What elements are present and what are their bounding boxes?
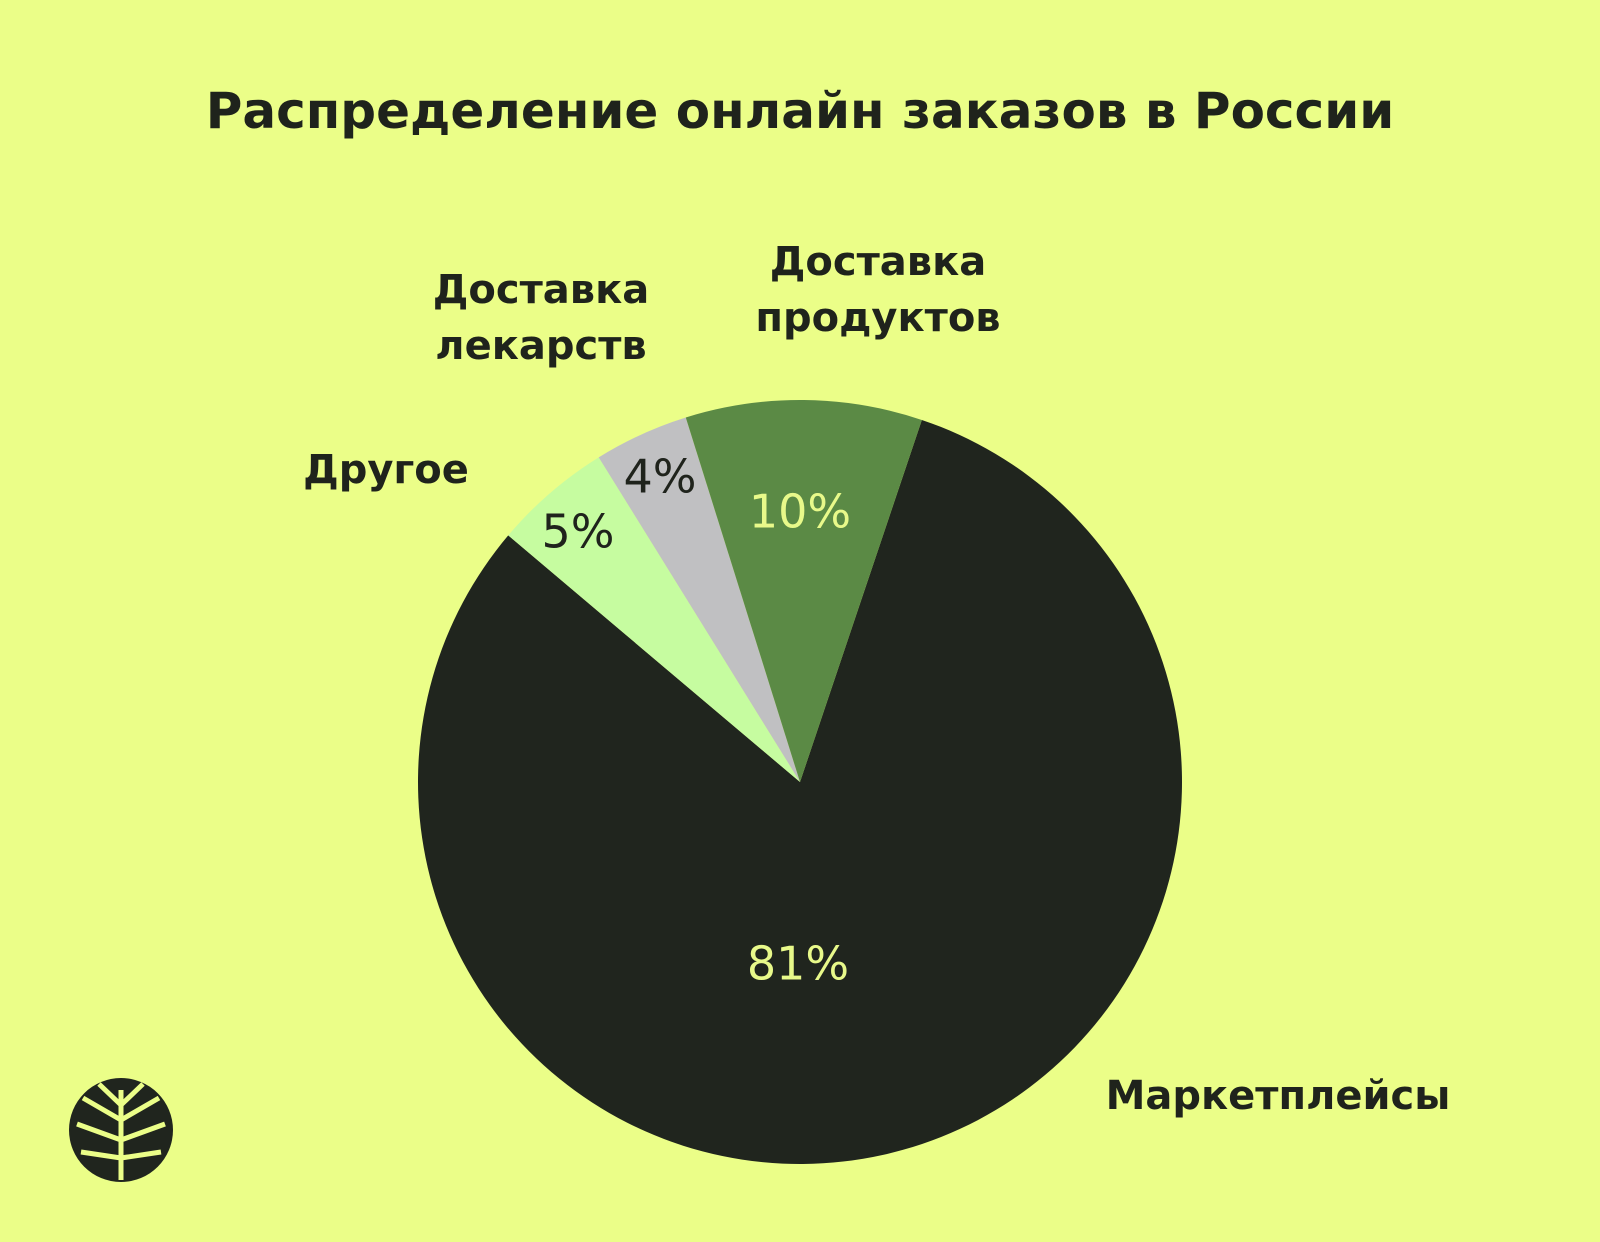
pie-slice <box>508 457 800 782</box>
pie-slice <box>417 419 1183 1164</box>
value-label: 4% <box>624 450 697 504</box>
category-label: Доставка продуктов <box>755 239 1001 341</box>
value-label: 81% <box>747 937 849 991</box>
category-label: Маркетплейсы <box>1105 1073 1451 1119</box>
chart-title: Распределение онлайн заказов в России <box>205 82 1395 140</box>
category-label: Другое <box>303 447 469 493</box>
pie-slice <box>598 417 800 782</box>
category-label: Доставка лекарств <box>432 267 650 369</box>
value-label: 5% <box>542 505 615 559</box>
logo <box>69 1078 173 1182</box>
pie-slice <box>685 400 922 782</box>
value-label: 10% <box>749 485 851 539</box>
